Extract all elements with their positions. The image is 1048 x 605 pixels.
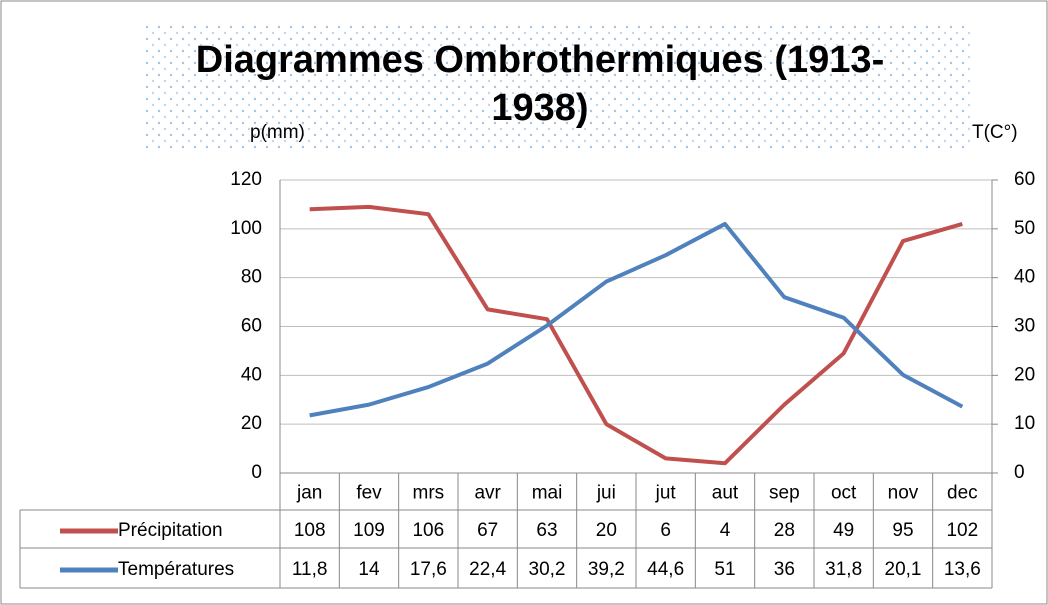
x-tick-label: avr	[474, 483, 501, 504]
y-axis-label: p(mm)	[250, 122, 305, 143]
series-line	[309, 204, 963, 466]
table-value: 30,2	[529, 559, 566, 580]
x-tick-label: mrs	[413, 483, 445, 504]
table-value: 108	[294, 520, 326, 541]
title-line: Diagrammes Ombrothermiques (1913-	[196, 39, 884, 81]
x-tick-label: mai	[532, 483, 563, 504]
table-value: 44,6	[647, 559, 684, 580]
y2-tick-label: 40	[1014, 267, 1035, 288]
table-value: 49	[833, 520, 854, 541]
x-tick-label: nov	[888, 483, 919, 504]
x-tick-label: sep	[769, 483, 800, 504]
title-background	[145, 22, 970, 152]
legend-label: Précipitation	[118, 520, 223, 541]
table-value: 14	[358, 559, 380, 580]
y-tick-label: 0	[251, 462, 262, 483]
y-tick-label: 100	[230, 218, 262, 239]
table-value: 28	[774, 520, 795, 541]
series-line	[309, 221, 964, 418]
table-value: 67	[477, 520, 498, 541]
x-tick-label: jan	[296, 483, 322, 504]
table-value: 102	[946, 520, 978, 541]
y-tick-label: 40	[241, 364, 262, 385]
table-value: 4	[720, 520, 731, 541]
y2-axis-label: T(C°)	[972, 122, 1018, 143]
table-value: 17,6	[410, 559, 447, 580]
table-value: 22,4	[469, 559, 506, 580]
y2-tick-label: 30	[1014, 316, 1035, 337]
table-value: 20	[596, 520, 617, 541]
table-value: 95	[892, 520, 913, 541]
title-line: 1938)	[491, 87, 588, 129]
x-tick-label: dec	[947, 483, 978, 504]
table-value: 39,2	[588, 559, 625, 580]
table-value: 106	[412, 520, 444, 541]
table-value: 31,8	[825, 559, 862, 580]
x-tick-label: fev	[356, 483, 382, 504]
table-value: 6	[660, 520, 671, 541]
x-tick-label: aut	[712, 483, 739, 504]
chart-title: Diagrammes Ombrothermiques (1913- 1938)	[196, 39, 884, 129]
y2-tick-label: 60	[1014, 169, 1035, 190]
y2-tick-label: 10	[1014, 413, 1035, 434]
table-value: 36	[774, 559, 795, 580]
table-value: 63	[536, 520, 557, 541]
legend-label: Températures	[118, 559, 234, 580]
x-tick-label: jut	[655, 483, 677, 504]
y-tick-label: 60	[241, 316, 262, 337]
table-value: 109	[353, 520, 385, 541]
y2-tick-label: 0	[1014, 462, 1025, 483]
y-tick-label: 80	[241, 267, 262, 288]
y2-tick-label: 20	[1014, 364, 1035, 385]
x-tick-label: jui	[596, 483, 616, 504]
y-tick-label: 20	[241, 413, 262, 434]
table-value: 20,1	[885, 559, 922, 580]
y2-tick-label: 50	[1014, 218, 1035, 239]
table-value: 11,8	[292, 559, 328, 580]
table-value: 13,6	[944, 559, 981, 580]
y-tick-label: 120	[230, 169, 262, 190]
x-tick-label: oct	[831, 483, 857, 504]
table-value: 51	[714, 559, 735, 580]
